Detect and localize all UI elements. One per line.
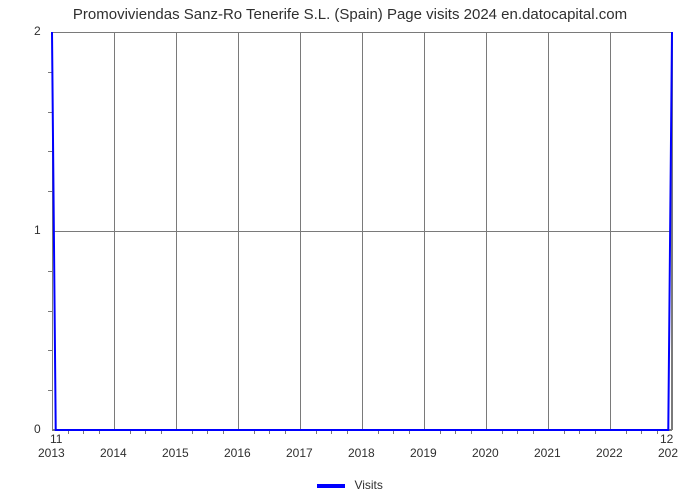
legend-swatch-visits xyxy=(317,484,345,488)
y-tick-label: 2 xyxy=(34,24,41,38)
x-minor-tick xyxy=(471,430,472,434)
y-minor-tick xyxy=(48,151,52,152)
x-minor-tick xyxy=(254,430,255,434)
x-tick-label: 2018 xyxy=(348,446,375,460)
x-minor-tick xyxy=(285,430,286,434)
y-gridline xyxy=(52,231,672,232)
y-minor-tick xyxy=(48,271,52,272)
x-minor-tick xyxy=(145,430,146,434)
x-gridline xyxy=(672,32,673,430)
y-tick-label: 0 xyxy=(34,422,41,436)
x-tick-label: 2013 xyxy=(38,446,65,460)
x-tick-label: 202 xyxy=(658,446,678,460)
x-minor-tick xyxy=(378,430,379,434)
x-minor-tick xyxy=(207,430,208,434)
x-tick-label: 2021 xyxy=(534,446,561,460)
x-minor-tick xyxy=(161,430,162,434)
x-tick-label: 2020 xyxy=(472,446,499,460)
x-tick-label: 2019 xyxy=(410,446,437,460)
x-tick-label: 2017 xyxy=(286,446,313,460)
chart-legend: Visits xyxy=(0,478,700,492)
series-endpoint-label: 12 xyxy=(660,432,673,446)
chart-title: Promoviviendas Sanz-Ro Tenerife S.L. (Sp… xyxy=(0,6,700,23)
y-minor-tick xyxy=(48,350,52,351)
x-minor-tick xyxy=(657,430,658,434)
x-minor-tick xyxy=(409,430,410,434)
x-minor-tick xyxy=(626,430,627,434)
x-tick-label: 2022 xyxy=(596,446,623,460)
x-minor-tick xyxy=(192,430,193,434)
y-gridline xyxy=(52,430,672,431)
series-endpoint-label: 11 xyxy=(50,432,62,446)
y-minor-tick xyxy=(48,390,52,391)
x-minor-tick xyxy=(517,430,518,434)
x-minor-tick xyxy=(579,430,580,434)
x-tick-label: 2014 xyxy=(100,446,127,460)
x-minor-tick xyxy=(316,430,317,434)
x-minor-tick xyxy=(533,430,534,434)
x-minor-tick xyxy=(595,430,596,434)
x-minor-tick xyxy=(130,430,131,434)
y-gridline xyxy=(52,32,672,33)
y-minor-tick xyxy=(48,72,52,73)
x-minor-tick xyxy=(440,430,441,434)
x-minor-tick xyxy=(641,430,642,434)
x-tick-label: 2016 xyxy=(224,446,251,460)
x-minor-tick xyxy=(331,430,332,434)
x-minor-tick xyxy=(564,430,565,434)
x-tick-label: 2015 xyxy=(162,446,189,460)
x-minor-tick xyxy=(393,430,394,434)
legend-label-visits: Visits xyxy=(354,478,382,492)
y-tick-label: 1 xyxy=(34,223,41,237)
x-minor-tick xyxy=(223,430,224,434)
x-minor-tick xyxy=(83,430,84,434)
x-minor-tick xyxy=(455,430,456,434)
visits-chart: Promoviviendas Sanz-Ro Tenerife S.L. (Sp… xyxy=(0,0,700,500)
x-minor-tick xyxy=(269,430,270,434)
y-minor-tick xyxy=(48,311,52,312)
y-minor-tick xyxy=(48,112,52,113)
x-minor-tick xyxy=(347,430,348,434)
x-minor-tick xyxy=(99,430,100,434)
x-minor-tick xyxy=(68,430,69,434)
y-minor-tick xyxy=(48,191,52,192)
x-minor-tick xyxy=(502,430,503,434)
